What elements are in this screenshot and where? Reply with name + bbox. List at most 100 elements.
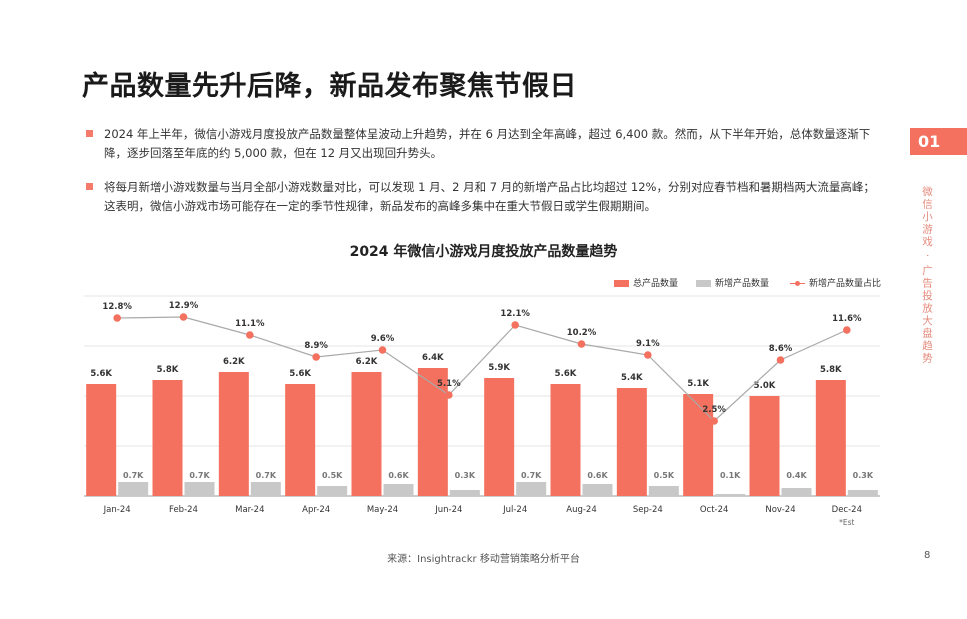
data-label-ratio: 12.9% [169,301,199,311]
data-label-total: 5.8K [820,365,842,375]
legend-item-new: 新增产品数量 [696,276,769,289]
data-label-ratio: 11.6% [832,314,862,324]
ratio-point [179,313,188,321]
x-tick-label: Nov-24 [765,505,795,515]
bullet-point: 将每月新增小游戏数量与当月全部小游戏数量对比，可以发现 1 月、2 月和 7 月… [86,178,876,216]
data-label-new: 0.7K [256,471,277,480]
x-tick-label: Dec-24 [832,505,862,515]
x-tick-label: Jul-24 [502,505,527,515]
bar-new [184,482,215,496]
x-tick-label: Apr-24 [302,505,330,515]
bar-new [118,482,149,496]
legend-new-label: 新增产品数量 [715,279,770,289]
bar-new [250,482,281,496]
bar-total [218,372,249,496]
data-label-new: 0.6K [587,471,608,480]
data-label-ratio: 11.1% [235,319,265,329]
bullet-text: 2024 年上半年，微信小游戏月度投放产品数量整体呈波动上升趋势，并在 6 月达… [104,127,871,160]
source-note: 来源：Insightrackr 移动营销策略分析平台 [387,554,580,565]
x-tick-note: *Est [839,518,854,527]
data-label-total: 6.2K [356,357,378,367]
x-tick-label: Mar-24 [235,505,264,515]
bar-new [781,488,812,496]
chart-title: 2024 年微信小游戏月度投放产品数量趋势 [349,244,618,260]
data-label-new: 0.3K [455,471,476,480]
data-label-ratio: 9.6% [371,334,395,344]
bullet-point: 2024 年上半年，微信小游戏月度投放产品数量整体呈波动上升趋势，并在 6 月达… [86,125,876,163]
data-label-new: 0.3K [853,471,874,480]
section-number-badge: 01 [910,128,967,155]
legend-total-swatch [614,280,629,287]
page-title: 产品数量先升后降，新品发布聚焦节假日 [82,71,577,102]
data-label-total: 6.4K [422,353,444,363]
data-label-ratio: 5.1% [437,379,461,389]
bar-new [648,486,679,496]
legend-ratio-label: 新增产品数量占比 [809,279,882,289]
bar-total [749,396,780,496]
bar-new [516,482,547,496]
legend-item-ratio: 新增产品数量占比 [790,276,881,289]
ratio-point [776,356,785,364]
data-label-new: 0.7K [521,471,542,480]
bullet-square-icon [86,130,93,137]
legend-ratio-symbol [790,280,805,287]
bar-total [351,372,382,496]
ratio-point [445,391,453,399]
x-tick-label: Feb-24 [169,505,198,515]
bar-total [550,384,581,496]
data-label-new: 0.4K [786,471,807,480]
bar-total [683,394,714,496]
bullet-square-icon [86,183,93,190]
bar-new [847,490,878,496]
data-label-total: 5.8K [157,365,179,375]
bar-total [86,384,117,496]
data-label-ratio: 12.8% [102,302,132,312]
ratio-point [710,417,718,425]
legend-item-total: 总产品数量 [614,276,678,289]
bar-total [152,380,183,496]
data-label-total: 5.1K [687,379,709,389]
bar-total [285,384,316,496]
data-label-ratio: 10.2% [567,328,597,338]
ratio-line [117,316,848,422]
data-label-total: 5.6K [289,369,311,379]
ratio-point [843,326,851,334]
section-side-label: 微信小游戏 · 广告投放大盘趋势 [921,186,933,365]
data-label-total: 5.0K [754,381,776,391]
bar-total [815,380,846,496]
data-label-new: 0.5K [322,471,343,480]
bar-total [417,368,448,496]
bar-new [715,494,746,496]
x-tick-label: Jun-24 [434,505,462,515]
data-label-total: 5.9K [488,363,510,373]
x-tick-label: Aug-24 [566,505,596,515]
bar-new [582,484,613,496]
x-tick-label: Sep-24 [633,505,663,515]
data-label-total: 6.2K [223,357,245,367]
data-label-new: 0.5K [654,471,675,480]
ratio-point [577,340,586,348]
ratio-point [113,314,121,322]
data-label-ratio: 2.5% [702,405,726,415]
ratio-point [312,353,320,361]
page-number: 8 [924,550,931,561]
bar-total [484,378,515,496]
data-label-ratio: 8.9% [304,341,328,351]
bar-new [449,490,480,496]
x-tick-label: Jan-24 [103,505,131,515]
data-label-ratio: 12.1% [500,309,530,319]
legend-new-swatch [696,280,711,287]
data-label-ratio: 9.1% [636,339,660,349]
ratio-point [644,351,652,359]
bullet-text: 将每月新增小游戏数量与当月全部小游戏数量对比，可以发现 1 月、2 月和 7 月… [104,180,875,213]
x-tick-label: May-24 [367,505,398,515]
ratio-point [378,346,387,354]
ratio-point [246,331,254,339]
x-tick-label: Oct-24 [700,505,729,515]
data-label-ratio: 8.6% [769,344,793,354]
legend-total-label: 总产品数量 [633,279,679,289]
bar-total [616,388,647,496]
ratio-point [511,321,519,329]
data-label-new: 0.1K [720,471,741,480]
